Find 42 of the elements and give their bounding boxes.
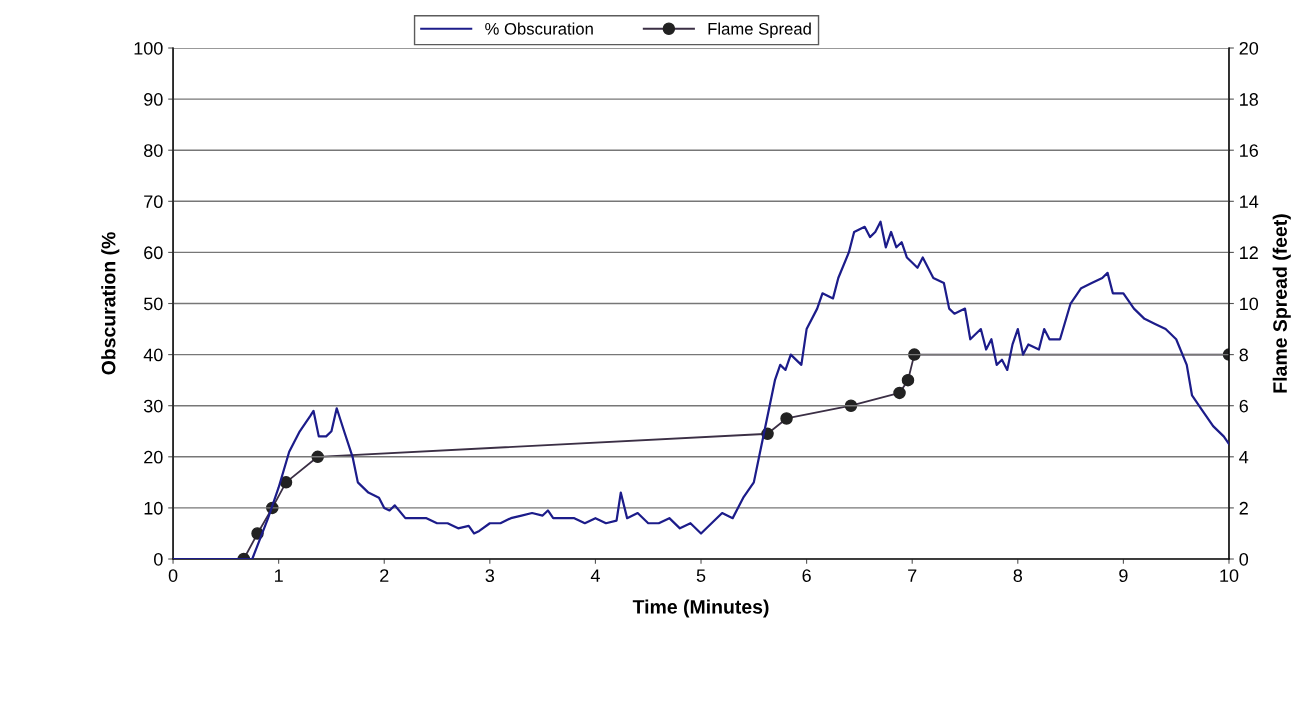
- x-tick-label: 10: [1220, 569, 1239, 582]
- y-axis-title: Obscuration (%: [101, 232, 120, 375]
- x-axis-title: Time (Minutes): [632, 599, 769, 618]
- y-tick-label: 100: [134, 41, 163, 55]
- y2-tick-label: 18: [1240, 93, 1258, 106]
- point: [780, 412, 793, 425]
- y-tick-label: 0: [154, 552, 163, 566]
- y-tick-label: 90: [144, 93, 163, 106]
- y2-tick-label: 0: [1239, 552, 1249, 566]
- x-tick-label: 3: [485, 569, 495, 582]
- y2-tick-label: 10: [1240, 297, 1259, 311]
- x-tick-label: 6: [802, 569, 811, 582]
- x-tick-label: 0: [168, 569, 178, 582]
- y-tick-label: 60: [144, 246, 163, 260]
- legend-label: % Obscuration: [485, 22, 593, 35]
- x-tick-label: 1: [275, 569, 283, 582]
- y2-axis-title: Flame Spread (feet): [1272, 214, 1291, 393]
- point: [893, 386, 906, 400]
- y2-tick-label: 20: [1239, 41, 1259, 55]
- x-tick-label: 9: [1119, 569, 1128, 582]
- y2-tick-label: 6: [1239, 399, 1248, 413]
- y-tick-label: 40: [143, 348, 163, 362]
- x-tick-label: 2: [380, 569, 389, 582]
- point: [901, 373, 915, 387]
- x-tick-label: 5: [696, 569, 706, 582]
- y-tick-label: 30: [143, 399, 163, 413]
- y-tick-label: 80: [144, 144, 163, 157]
- y2-tick-label: 12: [1240, 246, 1258, 259]
- x-tick-label: 8: [1013, 569, 1023, 582]
- y-tick-label: 70: [144, 195, 163, 209]
- point: [279, 476, 293, 489]
- y2-tick-label: 8: [1239, 348, 1248, 362]
- y2-tick-label: 4: [1239, 450, 1249, 464]
- y2-tick-label: 16: [1240, 144, 1258, 157]
- y2-tick-label: 2: [1239, 501, 1248, 515]
- legend-label: Flame Spread: [708, 22, 811, 39]
- y2-tick-label: 14: [1240, 195, 1259, 208]
- y-tick-label: 10: [144, 501, 163, 515]
- x-tick-label: 7: [908, 569, 917, 582]
- x-tick-label: 4: [590, 569, 600, 582]
- y-tick-label: 50: [143, 297, 163, 311]
- y-tick-label: 20: [144, 450, 163, 464]
